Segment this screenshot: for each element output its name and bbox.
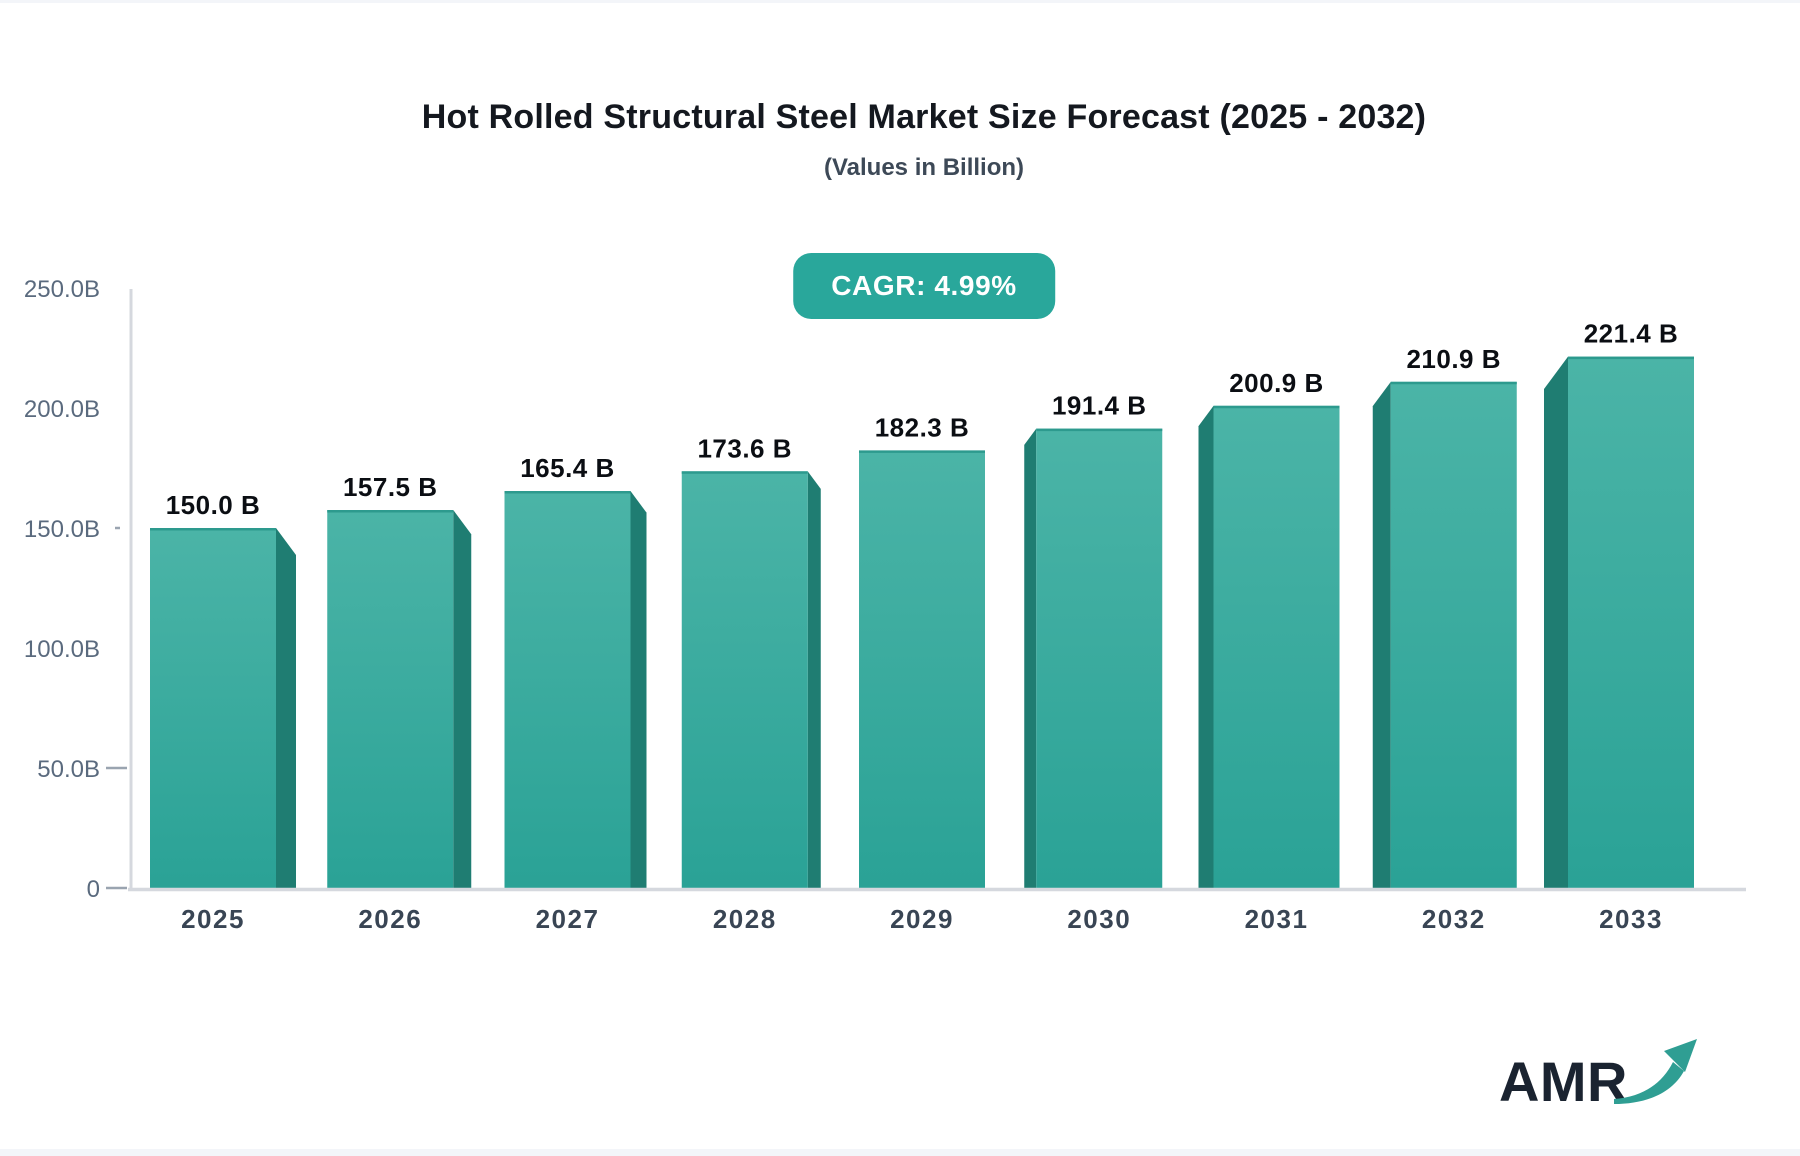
x-axis-year-label: 2031 xyxy=(1245,904,1309,934)
y-tick-label: 100.0B xyxy=(24,636,100,663)
amr-logo: AMR xyxy=(1499,1038,1700,1110)
bar-2033 xyxy=(1544,356,1694,888)
bar-value-label: 191.4 B xyxy=(1052,391,1147,421)
growth-arrow-icon xyxy=(1614,1039,1697,1104)
bar-2025 xyxy=(150,527,296,888)
bar-value-label: 150.0 B xyxy=(166,490,261,520)
bar-2026 xyxy=(327,509,472,888)
chart-title: Hot Rolled Structural Steel Market Size … xyxy=(421,98,1427,136)
bar-front-face xyxy=(859,450,985,888)
amr-logo-text: AMR xyxy=(1498,1050,1628,1113)
bar-value-label: 221.4 B xyxy=(1584,319,1679,349)
bar-2028 xyxy=(681,471,821,888)
bar-side-face xyxy=(453,510,472,888)
y-tick-label: 250.0B xyxy=(24,276,100,303)
growth-arrow-tail xyxy=(1614,1062,1684,1104)
x-axis-year-label: 2029 xyxy=(890,904,954,934)
bar-side-face xyxy=(630,491,647,888)
chart-header: Hot Rolled Structural Steel Market Size … xyxy=(48,98,1800,182)
y-tick-label: 150.0B xyxy=(24,516,100,543)
bar-front-face xyxy=(1568,356,1694,888)
x-axis-year-label: 2032 xyxy=(1422,904,1486,934)
y-tick-label: 200.0B xyxy=(24,396,100,423)
bar-side-face xyxy=(1372,381,1391,888)
bar-side-face xyxy=(1544,356,1568,888)
bar-front-face xyxy=(681,471,808,888)
bar-value-label: 173.6 B xyxy=(697,433,792,463)
bar-2031 xyxy=(1198,405,1340,888)
y-tick-label: 0 xyxy=(87,876,100,903)
bar-front-face xyxy=(1213,405,1340,888)
bar-2030 xyxy=(1024,428,1163,888)
chart-subtitle: (Values in Billion) xyxy=(823,154,1025,181)
bar-value-label: 182.3 B xyxy=(875,412,970,442)
x-axis-year-label: 2028 xyxy=(713,904,777,934)
bar-value-label: 200.9 B xyxy=(1229,368,1324,398)
bar-side-face xyxy=(1198,405,1214,888)
x-axis-year-label: 2033 xyxy=(1599,904,1663,934)
bar-front-face xyxy=(1390,381,1517,888)
bar-value-label: 210.9 B xyxy=(1406,344,1501,374)
bar-side-face xyxy=(1024,428,1037,888)
bar-2027 xyxy=(504,490,647,888)
bar-value-label: 165.4 B xyxy=(520,453,615,483)
growth-arrow-head xyxy=(1664,1039,1697,1072)
x-axis-year-label: 2025 xyxy=(181,904,245,934)
bar-value-label: 157.5 B xyxy=(343,472,438,502)
bar-front-face xyxy=(1036,428,1163,888)
bar-2032 xyxy=(1372,381,1517,888)
bar-front-face xyxy=(504,491,631,888)
bar-2029 xyxy=(859,450,985,888)
x-axis-year-label: 2026 xyxy=(358,904,422,934)
x-axis-year-label: 2027 xyxy=(536,904,600,934)
bar-front-face xyxy=(327,510,454,888)
bar-side-face xyxy=(807,471,821,888)
bar-side-face xyxy=(276,528,296,888)
cagr-badge: CAGR: 4.99% xyxy=(793,253,1055,319)
x-axis-year-label: 2030 xyxy=(1067,904,1131,934)
y-tick-label: 50.0B xyxy=(37,756,100,783)
bar-front-face xyxy=(150,528,276,888)
